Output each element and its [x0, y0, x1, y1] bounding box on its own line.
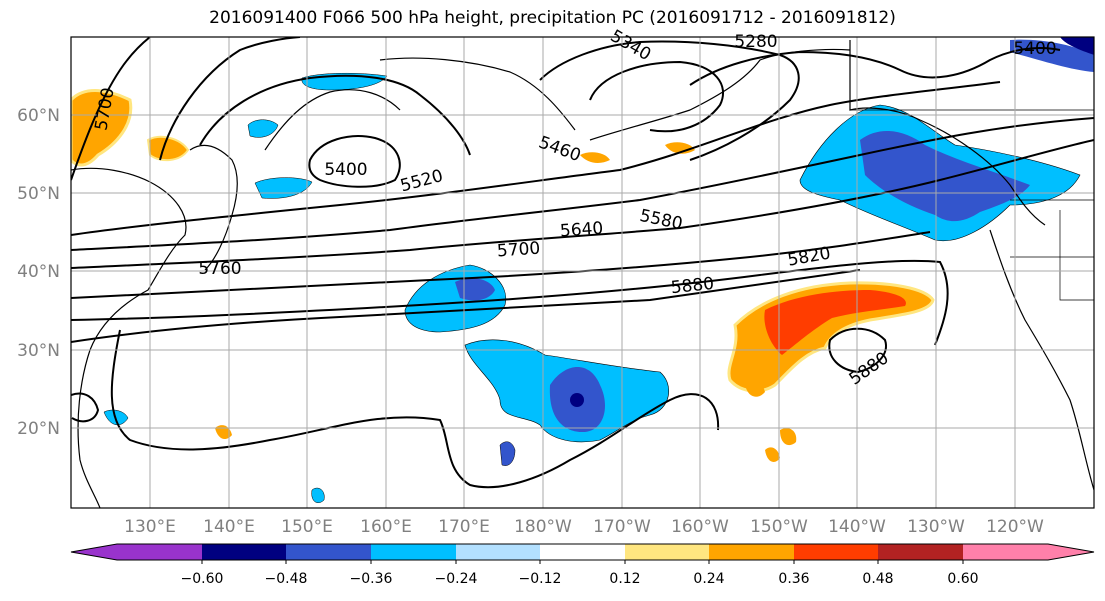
colorbar-segment [371, 544, 456, 560]
lat-label: 30°N [17, 341, 60, 361]
colorbar-segment [202, 544, 286, 560]
lon-label: 180°W [514, 517, 572, 537]
lon-label: 150°E [281, 517, 333, 537]
lon-label: 170°E [438, 517, 490, 537]
colorbar-segment [878, 544, 963, 560]
colorbar-segment [709, 544, 794, 560]
colorbar-ticks [201, 560, 964, 564]
lon-label: 130°E [124, 517, 176, 537]
height-contours [71, 37, 1094, 489]
lat-label: 40°N [17, 262, 60, 282]
colorbar-segment [625, 544, 709, 560]
map-frame [70, 36, 1095, 509]
colorbar-labels: −0.60 −0.48 −0.36 −0.24 −0.12 0.12 0.24 … [181, 571, 979, 587]
colorbar-segment [286, 544, 371, 560]
lat-label: 20°N [17, 419, 60, 439]
colorbar-tick-label: −0.60 [181, 571, 224, 587]
latitude-labels: 60°N 50°N 40°N 30°N 20°N [17, 106, 60, 439]
graticule [71, 37, 1094, 508]
colorbar-tick-label: 0.36 [778, 571, 809, 587]
contour-label: 5400 [1013, 39, 1056, 59]
colorbar-segments [71, 544, 1094, 560]
colorbar-segment [794, 544, 878, 560]
lat-label: 50°N [17, 184, 60, 204]
lon-label: 160°E [360, 517, 412, 537]
lon-label: 130°W [907, 517, 965, 537]
colorbar-tick-label: −0.12 [519, 571, 562, 587]
colorbar-segment [456, 544, 540, 560]
contour-label: 5400 [324, 160, 367, 180]
colorbar-tick-label: 0.48 [862, 571, 893, 587]
contour-label: 5280 [734, 32, 777, 52]
lon-label: 150°W [750, 517, 808, 537]
colorbar-tick-label: 0.24 [693, 571, 724, 587]
lat-label: 60°N [17, 106, 60, 126]
lon-label: 170°W [593, 517, 651, 537]
borders [850, 109, 1094, 301]
colorbar-tick-label: −0.24 [435, 571, 478, 587]
lon-label: 120°W [986, 517, 1044, 537]
contour-label: 5640 [559, 219, 604, 242]
colorbar-tick-label: −0.36 [350, 571, 393, 587]
colorbar-outline [70, 543, 1095, 561]
precip-shading [71, 37, 1094, 503]
colorbar: −0.60 −0.48 −0.36 −0.24 −0.12 0.12 0.24 … [70, 543, 1095, 587]
colorbar-tick-label: 0.60 [947, 571, 978, 587]
colorbar-tick-label: −0.48 [265, 571, 308, 587]
map-title: 2016091400 F066 500 hPa height, precipit… [209, 8, 896, 28]
contour-label: 5700 [496, 239, 541, 262]
longitude-labels: 130°E 140°E 150°E 160°E 170°E 180°W 170°… [124, 517, 1044, 537]
colorbar-segment [71, 544, 202, 560]
lon-label: 160°W [671, 517, 729, 537]
contour-label: 5760 [198, 259, 241, 279]
colorbar-tick-label: 0.12 [609, 571, 640, 587]
colorbar-segment [963, 544, 1094, 560]
lon-label: 140°E [203, 517, 255, 537]
contour-label: 5880 [670, 274, 715, 298]
colorbar-segment [540, 544, 625, 560]
lon-label: 140°W [828, 517, 886, 537]
